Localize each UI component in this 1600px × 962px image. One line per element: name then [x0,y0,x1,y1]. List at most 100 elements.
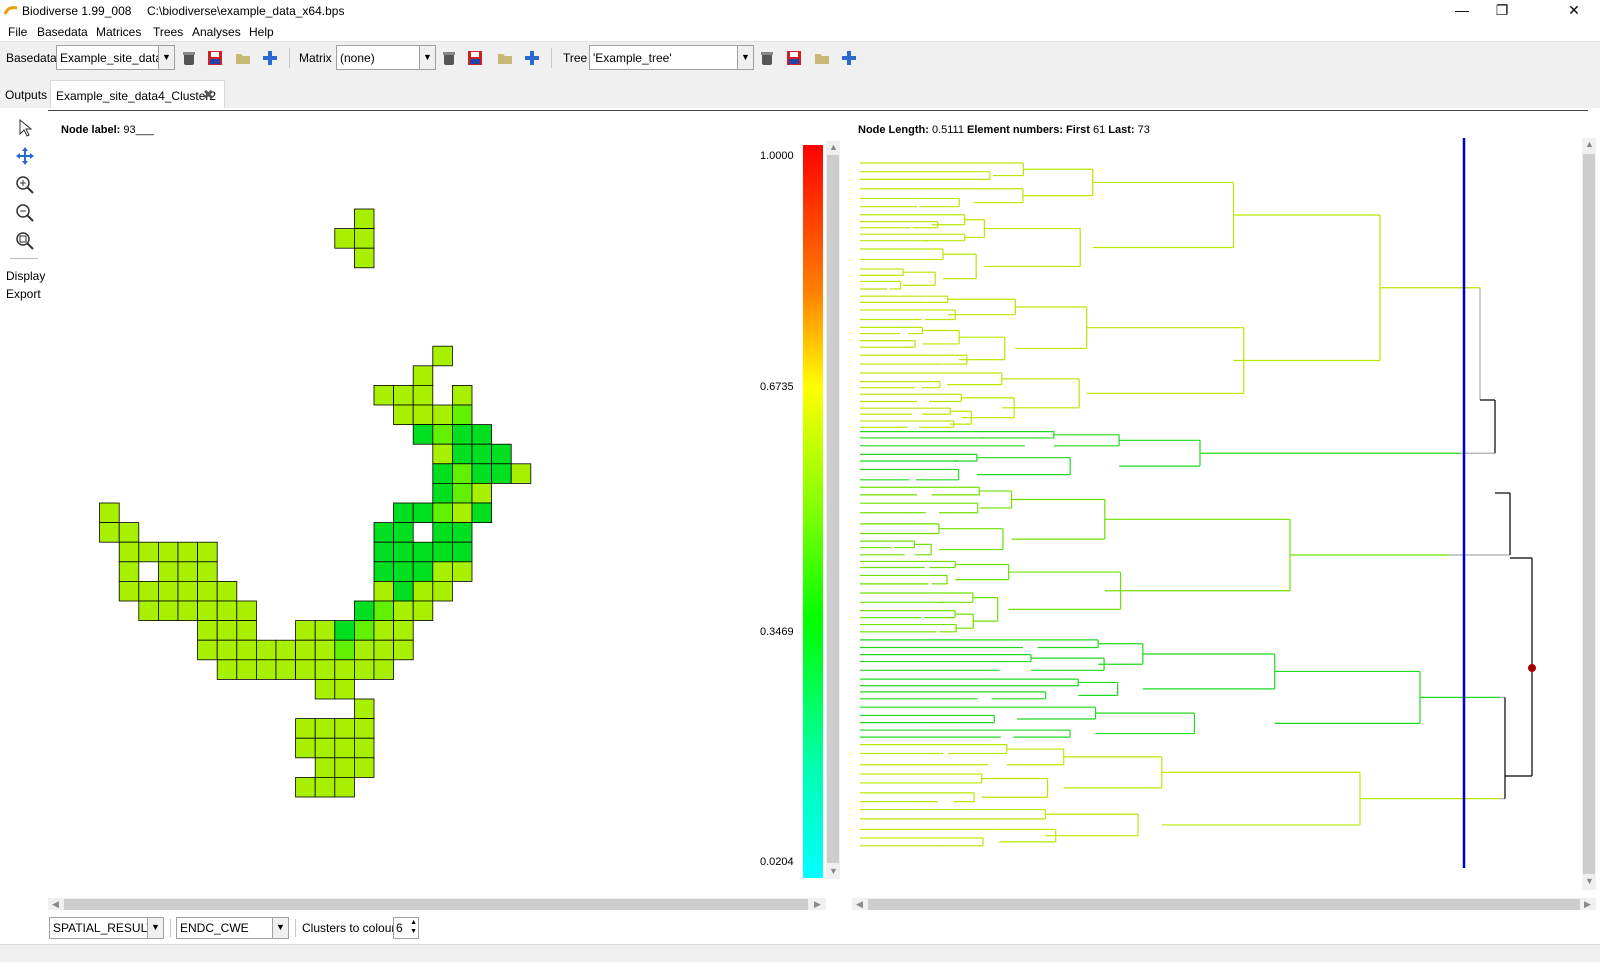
map-cell[interactable] [432,345,453,367]
add-tree-icon[interactable] [841,50,857,66]
map-cell[interactable] [393,580,414,602]
map-cell[interactable] [412,600,434,622]
map-cell[interactable] [432,522,453,543]
scroll-thumb[interactable] [868,899,1580,911]
tree-horizontal-scrollbar[interactable]: ◀ ▶ [852,898,1596,912]
map-cell[interactable] [236,620,257,641]
map-cell[interactable] [393,522,414,543]
menu-help[interactable]: Help [249,25,274,39]
map-cell[interactable] [510,463,532,484]
map-cell[interactable] [353,757,375,778]
map-cell[interactable] [158,541,179,563]
clusters-to-colour-spinner[interactable]: 6 ▲ ▼ [393,917,419,939]
dendrogram[interactable] [860,138,1580,898]
map-cell[interactable] [432,541,453,563]
map-cell[interactable] [353,208,375,230]
map-cell[interactable] [373,541,395,563]
map-cell[interactable] [177,541,199,563]
map-cell[interactable] [314,639,336,661]
map-cell[interactable] [471,443,493,465]
scroll-down-icon[interactable]: ▼ [829,866,838,876]
map-cell[interactable] [197,561,218,582]
map-cell[interactable] [393,404,414,426]
scroll-thumb[interactable] [1583,154,1595,874]
pan-icon[interactable] [15,146,35,166]
map-cell[interactable] [275,639,297,661]
map-cell[interactable] [393,620,414,641]
map-cell[interactable] [334,718,355,739]
close-tab-icon[interactable]: ✖ [203,87,214,102]
map-cell[interactable] [412,384,434,406]
map-cell[interactable] [353,698,375,720]
map-cell[interactable] [295,620,316,641]
minimize-button[interactable]: — [1455,2,1469,18]
map-cell[interactable] [373,639,395,661]
map-cell[interactable] [353,600,375,622]
menu-basedata[interactable]: Basedata [37,25,88,39]
map-cell[interactable] [471,424,493,445]
map-cell[interactable] [275,659,297,680]
map-cell[interactable] [197,600,218,622]
zoom-out-icon[interactable] [15,203,35,223]
map-cell[interactable] [432,404,453,426]
results-list-select[interactable]: SPATIAL_RESULTS ▼ [49,917,164,939]
map-cell[interactable] [353,620,375,641]
map-cell[interactable] [334,737,355,759]
map-cell[interactable] [118,561,140,582]
map-cell[interactable] [197,541,218,563]
map-cell[interactable] [216,659,238,680]
map-cell[interactable] [412,541,434,563]
map-cell[interactable] [393,639,414,661]
map-cell[interactable] [432,580,453,602]
map-cell[interactable] [334,678,355,700]
map-cell[interactable] [373,384,395,406]
map-cell[interactable] [295,659,316,680]
basedata-select[interactable]: Example_site_data4 ▼ [56,45,175,70]
map-cell[interactable] [216,639,238,661]
scroll-up-icon[interactable]: ▲ [829,142,838,152]
matrix-select[interactable]: (none) ▼ [336,45,436,70]
map-cell[interactable] [373,522,395,543]
delete-basedata-icon[interactable] [181,50,197,66]
map-cell[interactable] [334,777,355,798]
map-cell[interactable] [373,561,395,582]
scroll-down-icon[interactable]: ▼ [1585,876,1594,886]
map-cell[interactable] [177,600,199,622]
map-cell[interactable] [295,639,316,661]
map-cell[interactable] [177,580,199,602]
map-cell[interactable] [432,463,453,484]
zoom-in-icon[interactable] [15,175,35,195]
map-cell[interactable] [353,718,375,739]
display-menu[interactable]: Display [6,269,46,283]
map-cell[interactable] [118,580,140,602]
map-cell[interactable] [334,639,355,661]
map-cell[interactable] [471,463,493,484]
scroll-left-icon[interactable]: ◀ [856,899,863,909]
save-basedata-icon[interactable] [207,50,223,66]
map-cell[interactable] [295,737,316,759]
map-cell[interactable] [432,482,453,504]
export-menu[interactable]: Export [6,287,41,301]
map-cell[interactable] [451,404,473,426]
map-cell[interactable] [451,424,473,445]
map-cell[interactable] [334,228,355,249]
map-cell[interactable] [432,424,453,445]
map-cell[interactable] [314,659,336,680]
map-cell[interactable] [236,600,257,622]
map-cell[interactable] [99,502,120,524]
tree-vertical-scrollbar[interactable]: ▲ ▼ [1582,138,1596,890]
map-cell[interactable] [334,757,355,778]
selected-node-marker[interactable] [1528,664,1536,672]
save-tree-icon[interactable] [786,50,802,66]
map-cell[interactable] [491,443,512,465]
map-cell[interactable] [255,639,277,661]
menu-analyses[interactable]: Analyses [192,25,241,39]
map-cell[interactable] [314,777,336,798]
delete-tree-icon[interactable] [759,50,775,66]
scroll-right-icon[interactable]: ▶ [814,899,821,909]
map-cell[interactable] [255,659,277,680]
map-cell[interactable] [236,639,257,661]
map-cell[interactable] [295,718,316,739]
map-cell[interactable] [451,482,473,504]
menu-trees[interactable]: Trees [153,25,184,39]
